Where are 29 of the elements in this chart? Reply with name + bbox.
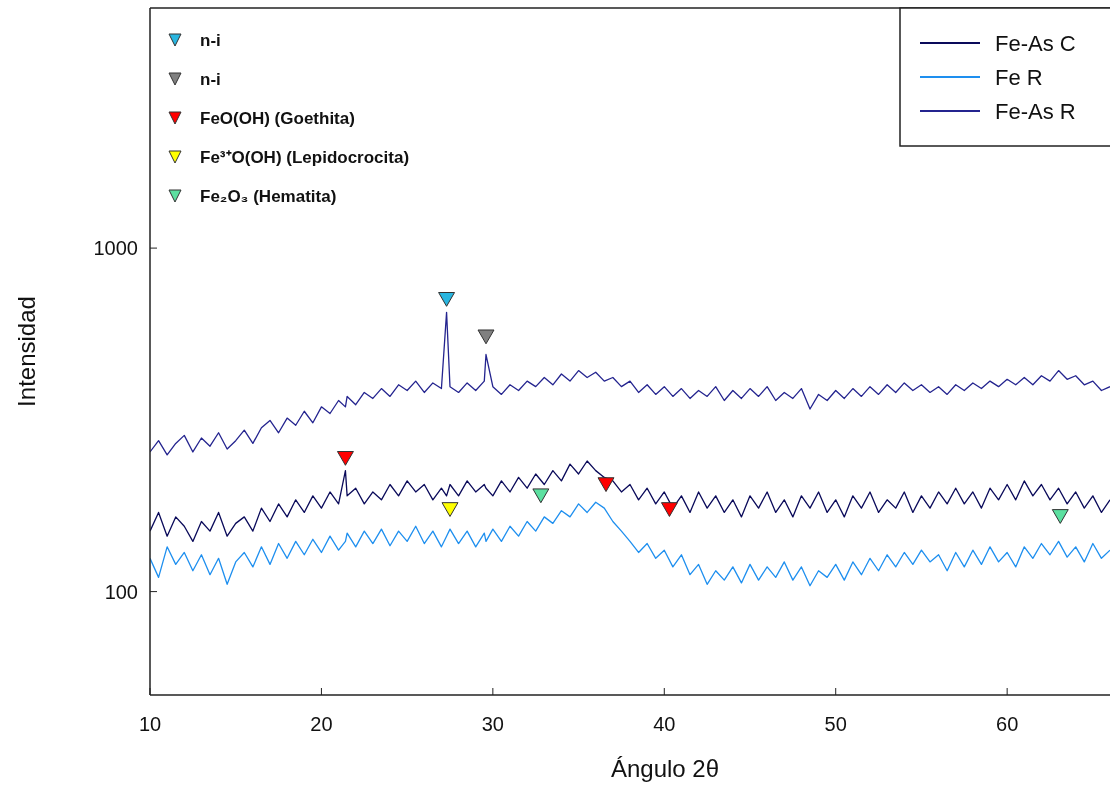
point (441, 502, 459, 517)
x-tick-label: 40 (653, 713, 676, 735)
point (660, 502, 678, 517)
line-series (150, 460, 1110, 543)
legend-label: FeO(OH) (Goethita) (200, 108, 355, 128)
legend-label: n-i (200, 30, 221, 50)
x-tick-label: 10 (138, 713, 162, 735)
x-tick-label: 20 (310, 713, 333, 735)
point (1051, 509, 1069, 524)
legend-label: Fe R (995, 64, 1043, 90)
legend-label: Fe³⁺O(OH) (Lepidocrocita) (200, 147, 410, 167)
line-series (150, 311, 1110, 456)
x-axis-title: Ángulo 2θ (610, 755, 720, 782)
legend-label: Fe-As C (995, 30, 1076, 56)
y-tick-label: 1000 (93, 237, 138, 260)
point (336, 451, 354, 466)
legend-label: n-i (200, 69, 221, 89)
y-tick-label: 100 (104, 580, 138, 603)
point (477, 329, 495, 345)
line-series (150, 501, 1110, 587)
point (597, 477, 615, 493)
x-tick-label: 50 (824, 713, 847, 735)
y-axis-title: Intensidad (13, 296, 40, 407)
legend-label: Fe₂O₃ (Hematita) (200, 186, 337, 206)
x-tick-label: 60 (996, 713, 1019, 735)
point (532, 488, 550, 504)
x-tick-label: 30 (481, 713, 504, 735)
legend-label: Fe-As R (995, 98, 1076, 124)
point (438, 292, 456, 307)
